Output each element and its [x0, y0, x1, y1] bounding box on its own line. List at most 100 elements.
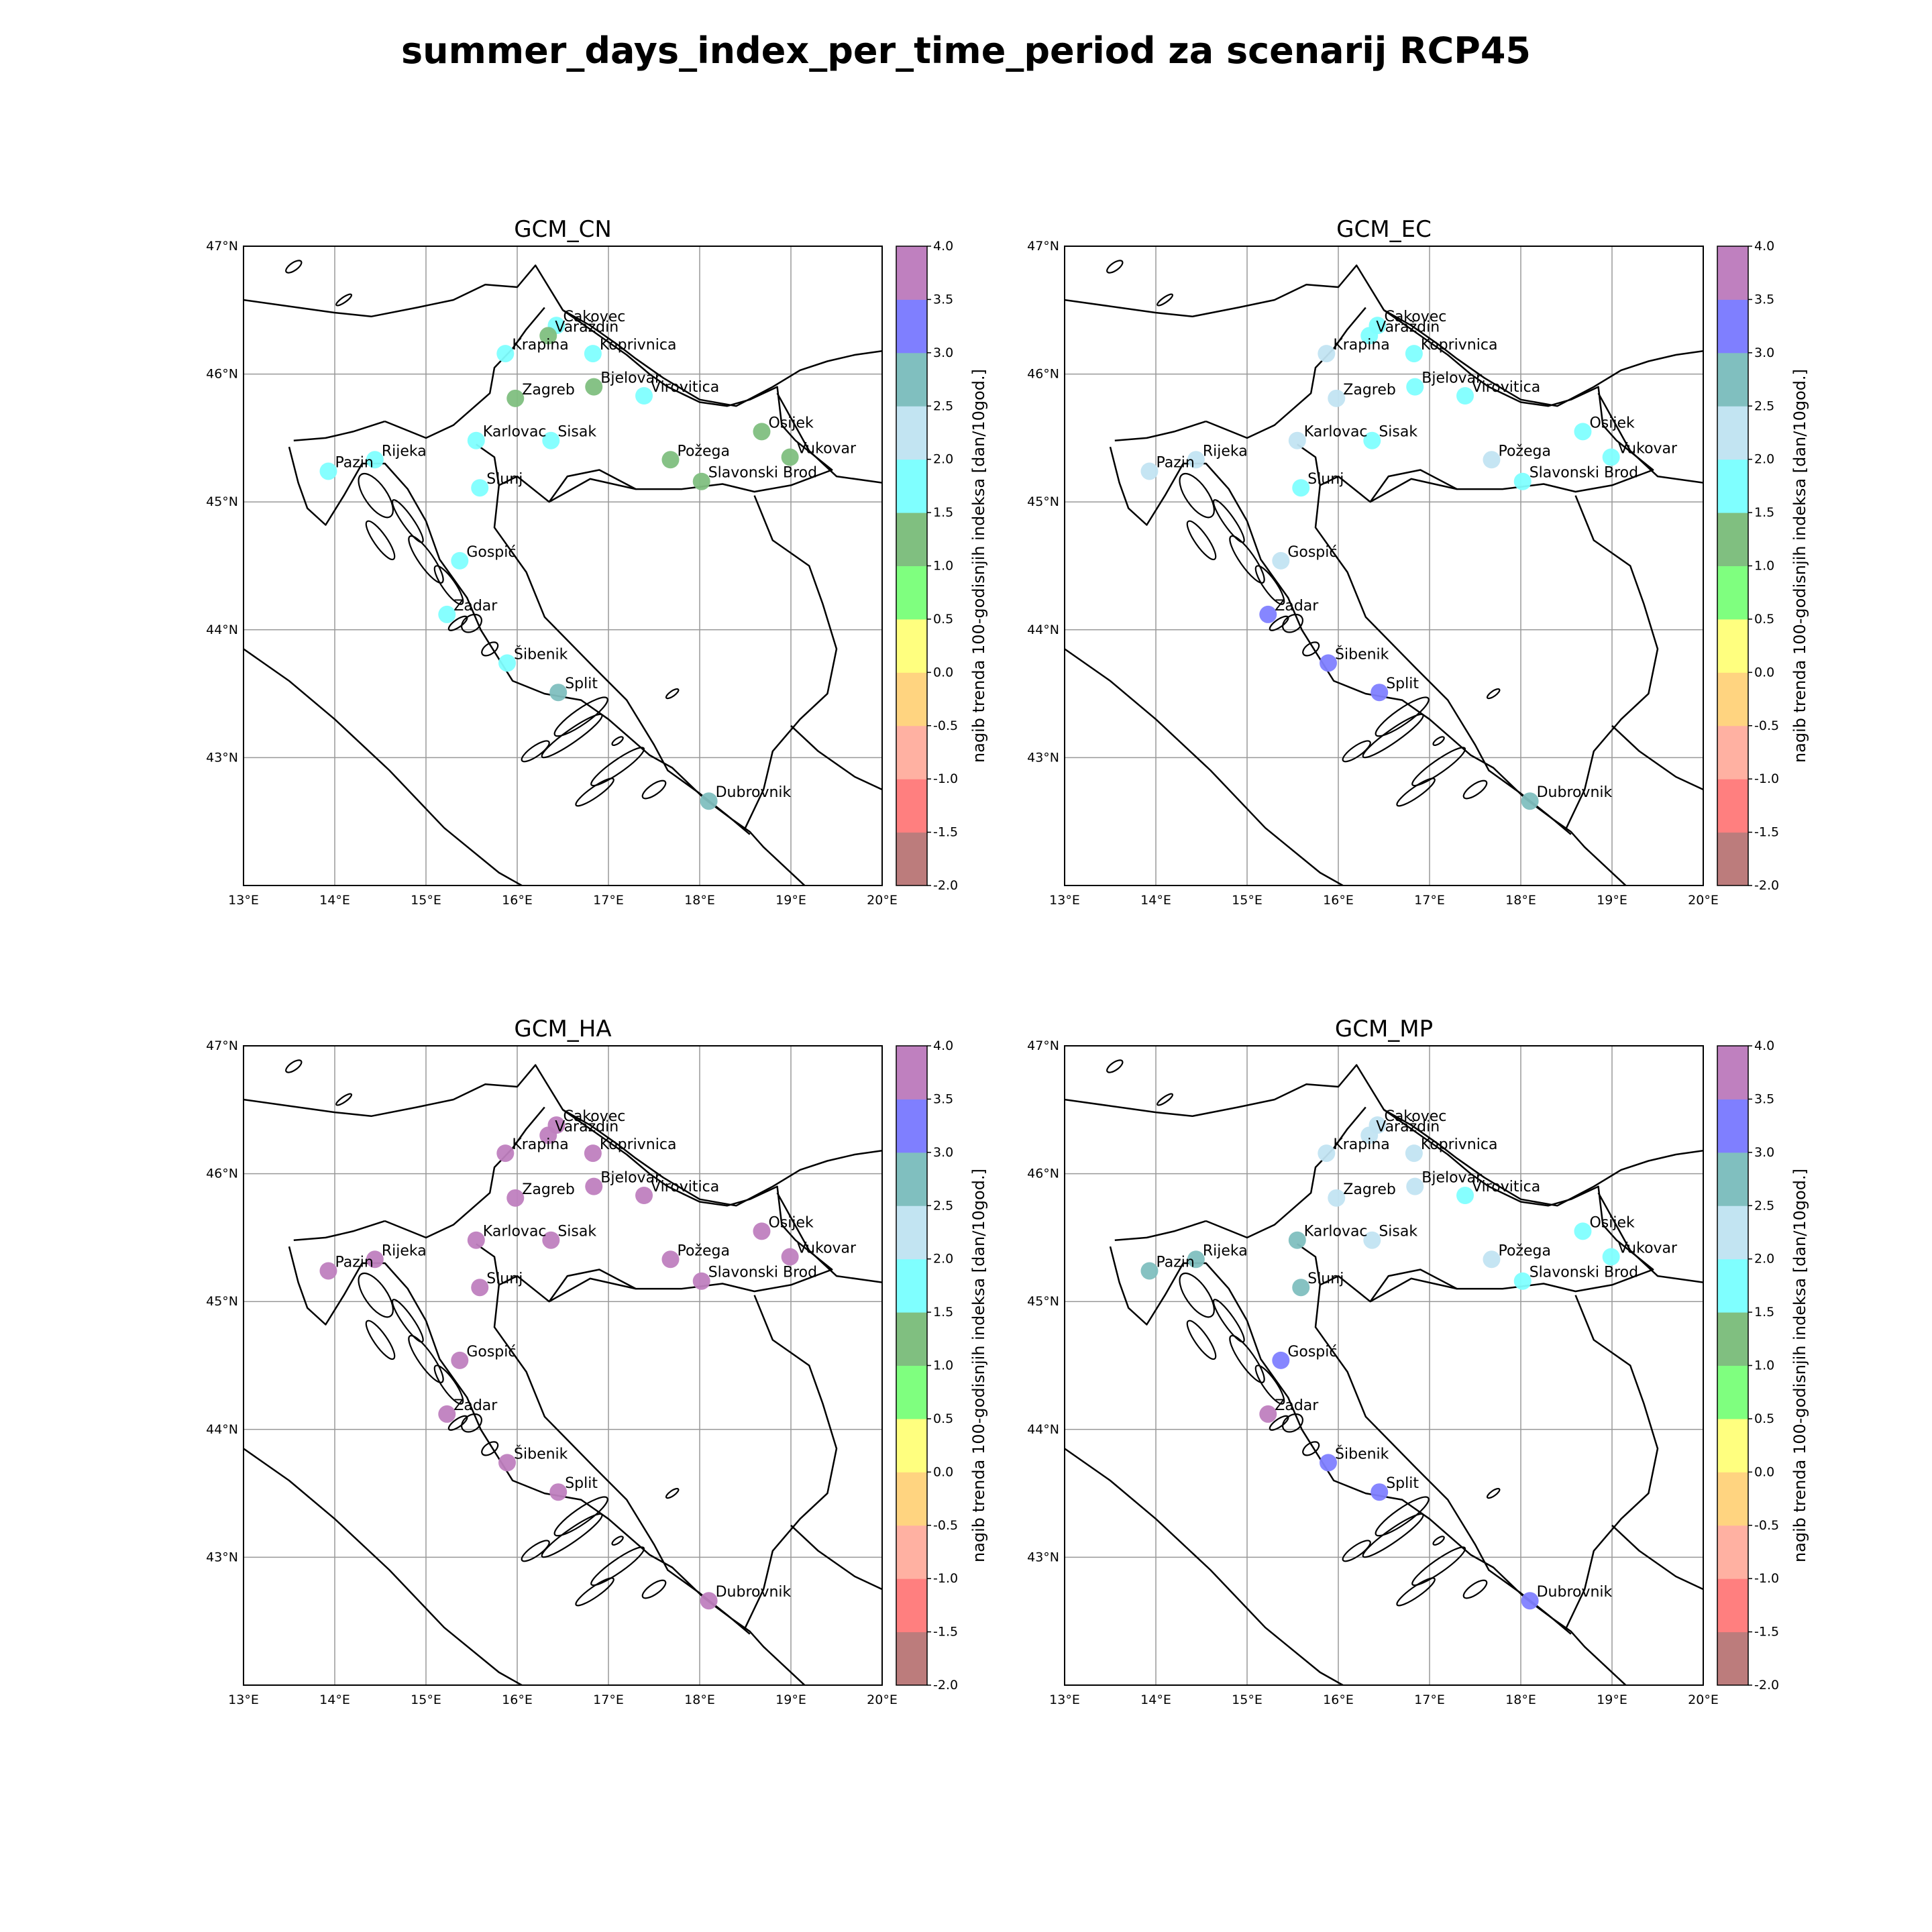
station-label: Dubrovnik: [716, 784, 792, 801]
island: [665, 688, 680, 700]
colorbar-bin: [1717, 1205, 1748, 1260]
station-label: Slavonski Brod: [708, 1265, 817, 1281]
island: [1462, 1579, 1488, 1599]
colorbar-bin: [1717, 1152, 1748, 1206]
station-label: Vukovar: [797, 440, 857, 457]
colorbar-tick-label: 0.0: [933, 1464, 953, 1479]
station-label: Gospić: [466, 544, 516, 561]
island: [391, 499, 424, 543]
island: [481, 641, 499, 657]
colorbar-bin: [1717, 1365, 1748, 1419]
station-marker: [1371, 1483, 1389, 1501]
station-marker: [635, 1187, 653, 1205]
coastline: [1369, 469, 1458, 502]
station-marker: [1320, 654, 1338, 672]
lon-tick-label: 18°E: [1505, 1693, 1536, 1707]
colorbar-bin: [1717, 725, 1748, 780]
station-marker: [498, 654, 517, 672]
lat-tick-label: 44°N: [1027, 1422, 1059, 1437]
island: [365, 520, 396, 561]
station-marker: [1187, 1250, 1205, 1269]
station-label: Cakovec: [563, 309, 625, 325]
island: [1396, 1577, 1436, 1607]
colorbar-bin: [896, 1046, 927, 1099]
station-label: Vukovar: [1618, 440, 1678, 457]
station-label: Cakovec: [1384, 309, 1446, 325]
colorbar-bin: [1717, 1472, 1748, 1526]
station-marker: [1406, 378, 1424, 396]
station-label: Koprivnica: [600, 1136, 677, 1153]
station-marker: [539, 327, 557, 345]
station-marker: [1272, 1351, 1290, 1369]
station-marker: [496, 345, 515, 363]
colorbar-bin: [896, 513, 927, 566]
lon-tick-label: 20°E: [867, 893, 898, 908]
station-label: Dubrovnik: [716, 1584, 792, 1601]
island: [358, 472, 394, 519]
coastline: [288, 446, 806, 885]
station-marker: [549, 684, 568, 702]
island: [1282, 1413, 1303, 1433]
colorbar-bin: [896, 1152, 927, 1206]
station-label: Varaždin: [555, 319, 619, 335]
coastline: [1109, 1246, 1627, 1685]
map-frame: [1064, 1045, 1704, 1686]
colorbar-tick-label: 2.0: [933, 452, 953, 467]
station-label: Varaždin: [1376, 1118, 1440, 1135]
station-marker: [506, 1189, 525, 1207]
colorbar-tick-label: 1.0: [933, 1358, 953, 1373]
colorbar-bin: [896, 1578, 927, 1633]
lat-tick-label: 45°N: [1027, 494, 1059, 509]
coastline: [1314, 1109, 1654, 1635]
coastline: [1065, 1448, 1345, 1685]
station-label: Split: [1386, 1475, 1419, 1492]
station-label: Osijek: [768, 415, 814, 431]
colorbar-bin: [896, 779, 927, 833]
station-label: Slunj: [1307, 1271, 1344, 1287]
panel-title: GCM_CN: [514, 216, 612, 243]
station-label: Osijek: [1589, 1214, 1635, 1231]
lat-tick-label: 46°N: [1027, 367, 1059, 382]
colorbar-tick-label: 1.5: [933, 1305, 953, 1320]
lon-tick-label: 13°E: [1049, 1693, 1080, 1707]
coastline: [493, 309, 833, 835]
island: [1396, 777, 1436, 807]
colorbar-bin: [896, 352, 927, 407]
station-label: Koprivnica: [1421, 1136, 1498, 1153]
lon-tick-label: 17°E: [593, 1693, 624, 1707]
lat-tick-label: 46°N: [206, 367, 238, 382]
coastline: [384, 1106, 545, 1239]
station-label: Sisak: [557, 424, 596, 441]
island: [590, 1546, 645, 1587]
station-label: Zadar: [1275, 598, 1319, 614]
colorbar-tick-label: 2.0: [933, 1252, 953, 1267]
station-marker: [584, 1144, 602, 1163]
colorbar-label: nagib trenda 100-godisnjih indeksa [dan/…: [1790, 1169, 1809, 1562]
station-label: Pazin: [1156, 1254, 1194, 1271]
colorbar-tick-label: 2.5: [933, 1198, 953, 1213]
station-marker: [1360, 327, 1379, 345]
station-marker: [506, 389, 525, 407]
station-label: Požega: [677, 1242, 729, 1259]
colorbar-tick-label: 3.0: [933, 345, 953, 360]
colorbar-bin: [1717, 1631, 1748, 1686]
station-marker: [781, 1248, 799, 1266]
colorbar-bin: [896, 299, 927, 354]
colorbar-bin: [1717, 619, 1748, 673]
colorbar-tick-label: 1.5: [1754, 1305, 1774, 1320]
coastline: [1205, 307, 1366, 439]
island: [433, 1364, 464, 1405]
station-label: Zagreb: [522, 1181, 575, 1198]
station-label: Požega: [1498, 1242, 1550, 1259]
colorbar-bin: [896, 1472, 927, 1526]
island: [521, 740, 550, 763]
colorbar-bin: [896, 1525, 927, 1579]
colorbar-tick-label: 4.0: [933, 239, 953, 254]
station-label: Gospić: [466, 1344, 516, 1360]
